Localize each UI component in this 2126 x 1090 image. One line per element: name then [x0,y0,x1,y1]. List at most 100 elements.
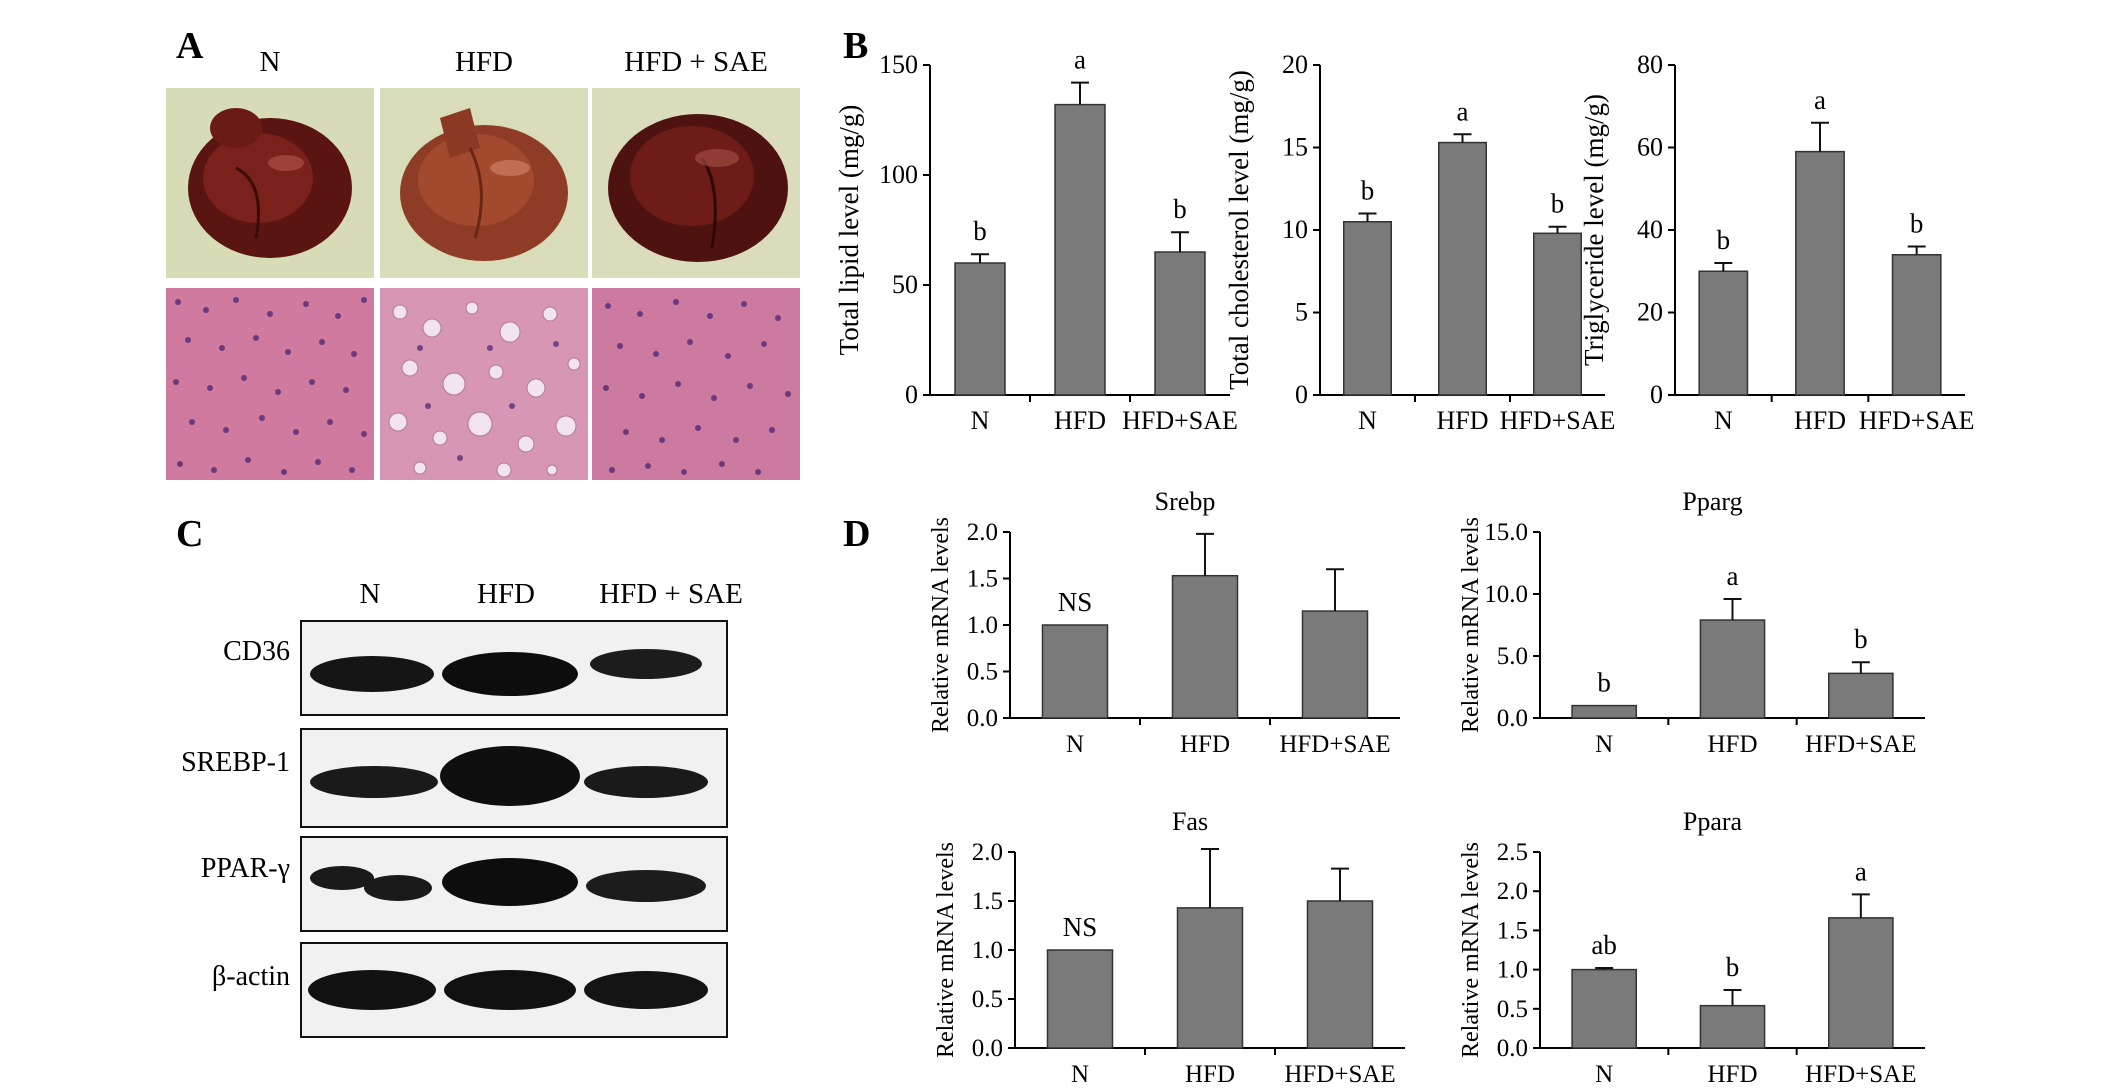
y-tick-label: 60 [1637,133,1663,162]
y-tick-label: 10.0 [1484,581,1528,608]
x-tick-label: HFD [1707,731,1757,758]
panel-a-col-hfd-sae: HFD + SAE [624,46,768,78]
panel-c-col-hfd-sae: HFD + SAE [599,578,743,610]
y-tick-label: 0.5 [972,986,1003,1013]
liver-photo-hfd [380,88,588,278]
y-tick-label: 150 [879,50,918,79]
y-tick-label: 1.5 [972,888,1003,915]
y-axis-label: Triglyceride level (mg/g) [1579,94,1609,366]
y-axis-label: Relative mRNA levels [1458,842,1484,1058]
x-tick-label: N [1066,731,1084,758]
bar [1533,232,1582,396]
y-tick-label: 0.5 [967,659,998,686]
chart-triglyceride: 0 20 40 60 80 b Na HFD b HFD+SAE Triglyceride leve… [1579,50,1975,435]
panel-d-letter: D [843,513,871,555]
significance-label: b [1361,176,1375,206]
bar [1154,251,1206,396]
y-tick-label: 0 [905,380,918,409]
significance-label: b [1854,624,1868,654]
y-axis-label: Total lipid level (mg/g) [834,105,864,356]
x-tick-label: HFD [1180,731,1230,758]
bar [1054,103,1106,396]
y-tick-label: 2.0 [967,519,998,546]
bar [1795,150,1845,396]
significance-label: b [1551,189,1565,219]
x-tick-label: HFD [1794,406,1846,435]
histology-hfd-sae [592,288,800,480]
y-tick-label: 50 [892,270,918,299]
x-tick-label: HFD [1185,1061,1235,1088]
significance-label: b [1597,668,1611,698]
bar [1828,917,1894,1049]
chart-title: Ppara [1683,807,1743,836]
y-tick-label: 15.0 [1484,519,1528,546]
x-tick-label: HFD+SAE [1805,1061,1916,1088]
y-tick-label: 1.0 [972,937,1003,964]
y-tick-label: 0.0 [1497,1035,1528,1062]
chart-title: Pparg [1682,487,1742,516]
liver-photo-hfd-sae [592,88,800,278]
chart-pparg: 0.0 5.0 10.0 15.0 b Na HFD b HFD+SAE Relative mRN… [1458,487,1925,758]
panel-c-letter: C [176,513,204,555]
bar [1891,254,1942,396]
x-tick-label: N [1071,1061,1089,1088]
y-tick-label: 2.0 [1497,878,1528,905]
bar [1571,704,1637,719]
x-tick-label: HFD+SAE [1500,406,1616,435]
y-tick-label: 20 [1637,298,1663,327]
y-tick-label: 1.5 [1497,917,1528,944]
x-tick-label: HFD [1436,406,1488,435]
significance-label: b [1910,209,1924,239]
significance-label: a [1074,45,1086,75]
bar [1343,221,1392,396]
significance-label: b [973,216,987,246]
blot-ppar-gamma [300,836,728,932]
y-axis-label: Relative mRNA levels [928,517,954,733]
x-tick-label: HFD+SAE [1859,406,1975,435]
y-tick-label: 5 [1295,298,1308,327]
y-tick-label: 0.0 [967,705,998,732]
bar [1306,900,1374,1049]
bar [1301,610,1369,719]
bar [1699,1004,1766,1049]
blot-srebp1 [300,728,728,828]
significance-label: b [1717,225,1731,255]
y-tick-label: 80 [1637,50,1663,79]
x-tick-label: HFD+SAE [1284,1061,1395,1088]
bar [1171,574,1239,719]
chart-total-lipid: 0 50 100 150 b Na HFD b HFD+SAE Total lipid level… [834,45,1238,435]
chart-title: Fas [1172,807,1208,836]
significance-label: a [1855,856,1867,886]
y-tick-label: 0 [1650,380,1663,409]
bar [1176,907,1244,1049]
x-tick-label: N [1358,406,1377,435]
significance-label: b [1173,194,1187,224]
y-tick-label: 20 [1282,50,1308,79]
panel-b-letter: B [843,25,869,67]
panel-a-col-n: N [259,46,281,78]
y-axis-label: Relative mRNA levels [933,842,959,1058]
x-tick-label: HFD [1707,1061,1757,1088]
y-tick-label: 100 [879,160,918,189]
y-tick-label: 0.0 [1497,705,1528,732]
y-tick-label: 0.0 [972,1035,1003,1062]
bar [1041,624,1109,719]
liver-photo-n [166,88,374,278]
chart-total-cholesterol: 0 5 10 15 20 b Na HFD b HFD+SAE Total cholesterol … [1224,50,1616,435]
x-tick-label: HFD+SAE [1279,731,1390,758]
significance-label: NS [1058,587,1093,617]
significance-label: a [1814,85,1826,115]
y-tick-label: 1.0 [967,612,998,639]
y-tick-label: 1.5 [967,566,998,593]
panel-a-letter: A [176,25,204,67]
y-tick-label: 40 [1637,215,1663,244]
panel-c-col-n: N [359,578,381,610]
bar [1438,141,1487,396]
x-tick-label: HFD+SAE [1805,731,1916,758]
bar [1699,619,1766,719]
blot-label-ppar-gamma: PPAR-γ [200,853,290,884]
y-tick-label: 15 [1282,133,1308,162]
y-tick-label: 0 [1295,380,1308,409]
histology-hfd [380,288,588,480]
y-tick-label: 5.0 [1497,643,1528,670]
